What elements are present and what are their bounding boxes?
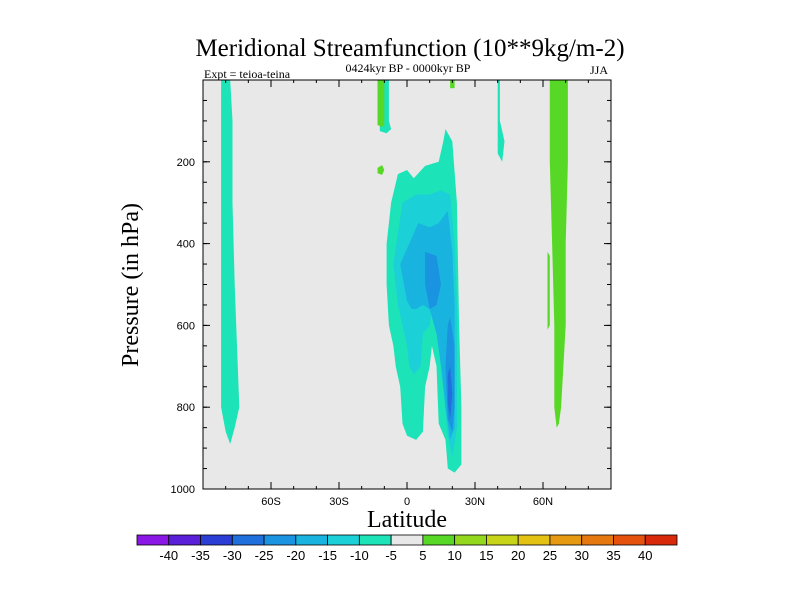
- colorbar-label: -5: [385, 548, 397, 563]
- colorbar-swatch: [422, 534, 456, 546]
- contour-region-11: [450, 80, 455, 89]
- contour-region-6: [447, 366, 453, 420]
- colorbar-label: 5: [419, 548, 426, 563]
- colorbar-label: -15: [318, 548, 337, 563]
- colorbar-swatch: [390, 534, 424, 546]
- contour-region-10: [377, 165, 385, 175]
- y-tick-label: 600: [177, 320, 195, 332]
- contour-region-9: [377, 80, 385, 127]
- contour-region-0: [221, 80, 240, 444]
- colorbar-swatch: [136, 534, 170, 546]
- experiment-label: Expt = teioa-teina: [204, 67, 291, 81]
- colorbar-swatch: [358, 534, 392, 546]
- chart-subtitle: 0424kyr BP - 0000kyr BP: [346, 61, 471, 75]
- colorbar-swatch: [613, 534, 646, 546]
- x-tick-label: 0: [404, 496, 410, 508]
- colorbar-swatch: [295, 534, 328, 546]
- colorbar-label: -10: [350, 548, 369, 563]
- y-tick-label: 200: [177, 157, 195, 169]
- colorbar-swatch: [549, 534, 583, 546]
- colorbar-label: -25: [255, 548, 274, 563]
- x-tick-label: 60S: [261, 496, 281, 508]
- contour-region-13: [547, 251, 550, 330]
- colorbar-label: 40: [638, 548, 652, 563]
- colorbar: -40 -35 -30 -25 -20 -15 -10 -5 5 10 15 20 25 30 35 40: [136, 534, 678, 563]
- colorbar-swatch: [231, 534, 265, 546]
- colorbar-label: 25: [543, 548, 557, 563]
- colorbar-swatch: [454, 534, 487, 546]
- colorbar-swatch: [486, 534, 519, 546]
- colorbar-label: -40: [159, 548, 178, 563]
- y-axis-label: Pressure (in hPa): [118, 203, 144, 367]
- colorbar-label: 35: [606, 548, 620, 563]
- x-axis-label: Latitude: [367, 507, 447, 533]
- x-tick-label: 30N: [465, 496, 485, 508]
- y-tick-label: 800: [177, 402, 195, 414]
- colorbar-label: -20: [286, 548, 305, 563]
- contour-region-3: [400, 210, 455, 440]
- colorbar-label: 20: [511, 548, 525, 563]
- colorbar-swatch: [581, 534, 614, 546]
- y-tick-label: 1000: [171, 484, 195, 496]
- contour-region-8: [497, 80, 505, 162]
- colorbar-label: -30: [223, 548, 242, 563]
- season-label: JJA: [590, 63, 608, 77]
- colorbar-label: 30: [574, 548, 588, 563]
- x-tick-label: 30S: [329, 496, 349, 508]
- colorbar-swatch: [168, 534, 201, 546]
- colorbar-swatch: [263, 534, 297, 546]
- colorbar-label: 10: [447, 548, 461, 563]
- contour-region-4: [425, 251, 441, 309]
- y-tick-label: 400: [177, 239, 195, 251]
- colorbar-swatch: [644, 534, 678, 546]
- colorbar-swatch: [200, 534, 233, 546]
- colorbar-label: -35: [191, 548, 210, 563]
- chart-title: Meridional Streamfunction (10**9kg/m-2): [195, 35, 624, 62]
- axis-ticks: 60S 30S 0 30N 60N 200 400 600 800 1000: [171, 80, 612, 508]
- x-tick-label: 60N: [533, 496, 553, 508]
- contour-region-12: [549, 80, 568, 428]
- contour-regions: [221, 80, 568, 473]
- colorbar-swatch: [327, 534, 360, 546]
- colorbar-swatch: [517, 534, 551, 546]
- colorbar-label: 15: [479, 548, 493, 563]
